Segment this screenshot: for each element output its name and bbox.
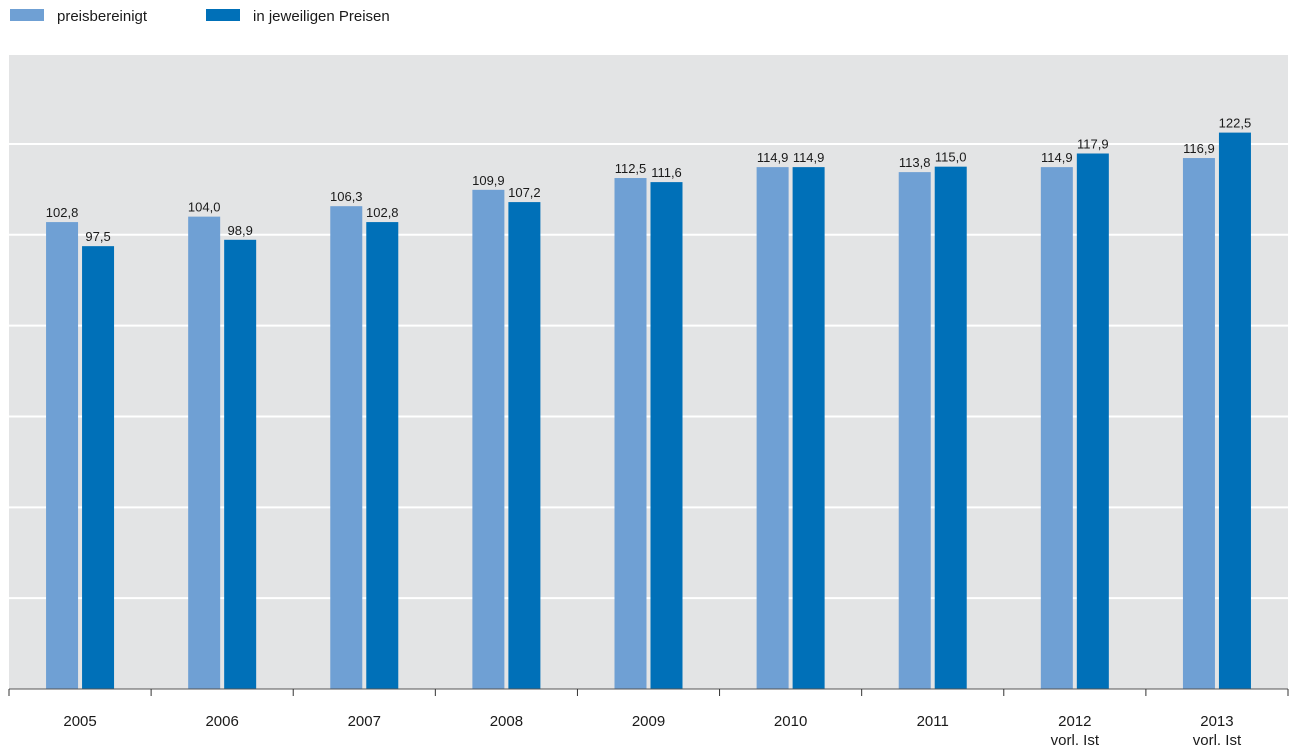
bar-preisbereinigt-2010 xyxy=(756,167,789,689)
bar-preisbereinigt-2007 xyxy=(330,206,363,689)
x-tick-label: 2006 xyxy=(205,713,238,730)
data-label: 102,8 xyxy=(46,205,79,220)
bar-preisbereinigt-2013 xyxy=(1182,158,1215,689)
x-tick-label: 2007 xyxy=(348,713,381,730)
x-tick-label: 2012 xyxy=(1058,713,1091,730)
bar-jeweilige-preise-2012 xyxy=(1076,153,1109,690)
data-label: 111,6 xyxy=(651,165,682,180)
data-label: 114,9 xyxy=(793,150,825,165)
value-labels: 102,897,5104,098,9106,3102,8109,9107,211… xyxy=(46,116,1251,245)
bar-jeweilige-preise-2013 xyxy=(1218,132,1251,690)
data-label: 117,9 xyxy=(1077,136,1109,151)
legend-swatch-jeweilige-preise xyxy=(206,9,240,21)
data-label: 104,0 xyxy=(188,200,221,215)
data-label: 116,9 xyxy=(1183,141,1215,156)
data-label: 113,8 xyxy=(899,155,931,170)
bar-jeweilige-preise-2009 xyxy=(650,182,683,689)
x-tick-label: 2009 xyxy=(632,713,665,730)
data-label: 98,9 xyxy=(228,223,253,238)
x-tick-sublabel: vorl. Ist xyxy=(1051,732,1100,749)
x-tick-label: 2011 xyxy=(917,713,949,730)
gridlines xyxy=(9,142,1288,600)
data-label: 115,0 xyxy=(935,150,967,165)
bar-jeweilige-preise-2006 xyxy=(224,239,257,689)
x-tick-label: 2013 xyxy=(1200,713,1233,730)
x-tick-sublabel: vorl. Ist xyxy=(1193,732,1242,749)
x-tick-label: 2010 xyxy=(774,713,807,730)
bar-preisbereinigt-2008 xyxy=(472,189,505,689)
data-label: 114,9 xyxy=(1041,150,1073,165)
data-label: 97,5 xyxy=(85,229,110,244)
bar-preisbereinigt-2009 xyxy=(614,178,647,689)
bar-preisbereinigt-2005 xyxy=(46,222,79,689)
bar-jeweilige-preise-2011 xyxy=(934,166,967,690)
bar-preisbereinigt-2006 xyxy=(188,216,221,689)
data-label: 102,8 xyxy=(366,205,399,220)
x-tick-label: 2008 xyxy=(490,713,523,730)
bars xyxy=(46,132,1251,690)
x-axis: 2005 2006 2007 2008 2009 2010 2011 2012 vorl. Is… xyxy=(8,688,1289,749)
chart-legend: preisbereinigt in jeweiligen Preisen xyxy=(10,8,390,25)
x-tick-label: 2005 xyxy=(63,713,96,730)
data-label: 122,5 xyxy=(1219,116,1252,131)
bar-preisbereinigt-2012 xyxy=(1040,167,1073,689)
data-label: 112,5 xyxy=(615,161,647,176)
plot-background xyxy=(9,55,1288,689)
bar-jeweilige-preise-2005 xyxy=(82,246,115,689)
bar-jeweilige-preise-2010 xyxy=(792,167,825,689)
data-label: 107,2 xyxy=(508,185,541,200)
legend-swatch-preisbereinigt xyxy=(10,9,44,21)
data-label: 106,3 xyxy=(330,189,363,204)
bar-preisbereinigt-2011 xyxy=(898,172,931,689)
bar-jeweilige-preise-2007 xyxy=(366,222,399,689)
legend-label-preisbereinigt: preisbereinigt xyxy=(57,8,148,25)
legend-label-jeweilige-preise: in jeweiligen Preisen xyxy=(253,8,390,25)
bar-jeweilige-preise-2008 xyxy=(508,202,541,689)
data-label: 114,9 xyxy=(757,150,789,165)
data-label: 109,9 xyxy=(472,173,505,188)
